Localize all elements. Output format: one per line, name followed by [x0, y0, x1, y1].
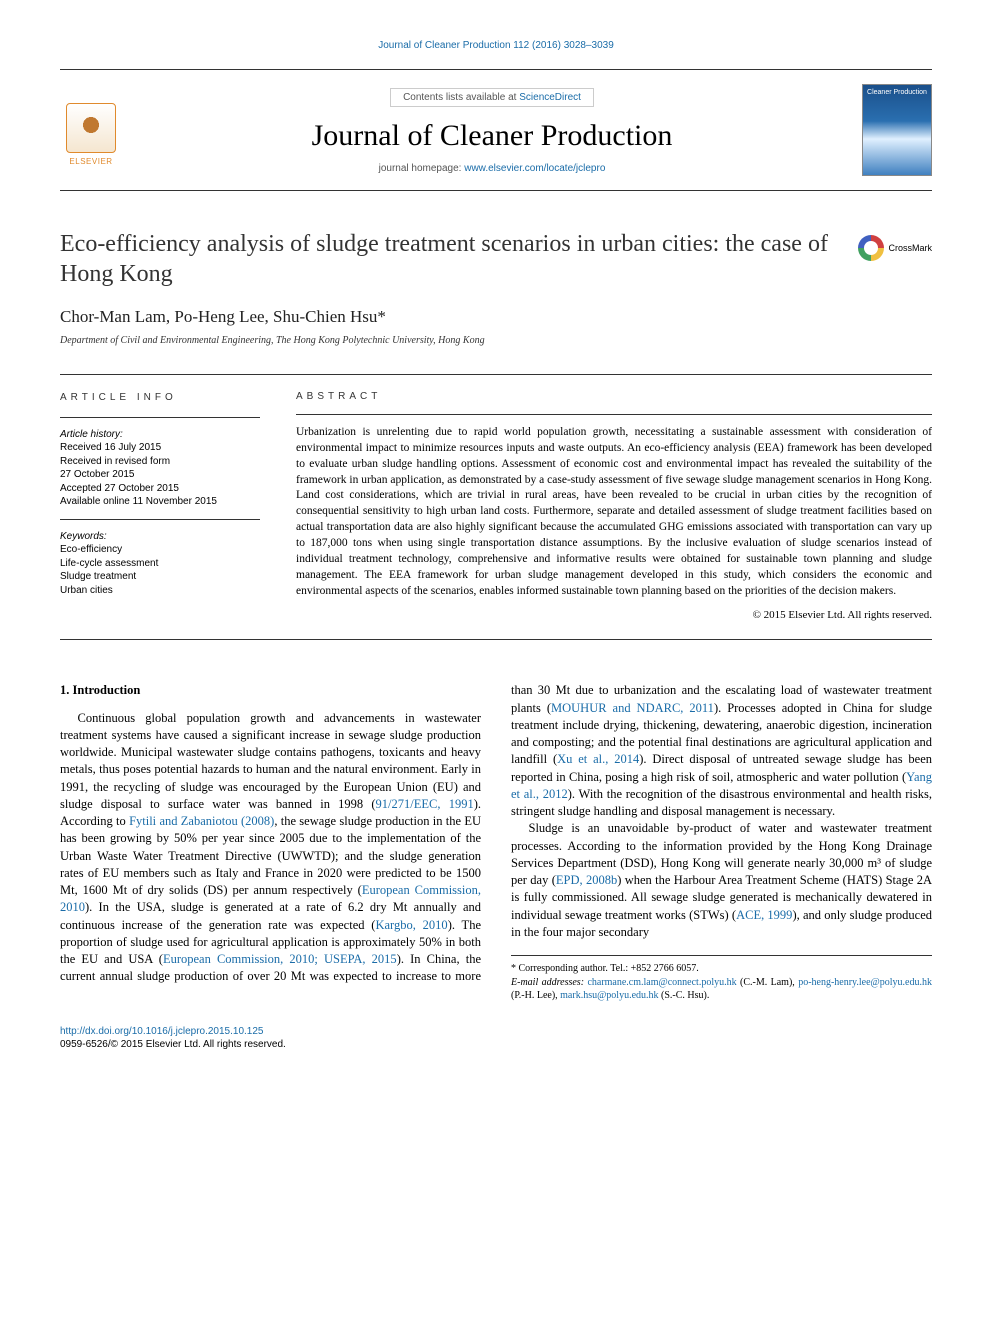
- info-abstract-row: ARTICLE INFO Article history: Received 1…: [60, 374, 932, 640]
- abstract-text: Urbanization is unrelenting due to rapid…: [296, 425, 932, 599]
- email-name: (C.-M. Lam),: [737, 977, 799, 988]
- homepage-prefix: journal homepage:: [379, 163, 465, 174]
- history-revised2: 27 October 2015: [60, 468, 260, 482]
- keyword: Sludge treatment: [60, 570, 260, 584]
- text: Continuous global population growth and …: [60, 711, 481, 811]
- email-link[interactable]: mark.hsu@polyu.edu.hk: [560, 990, 658, 1001]
- journal-cover-thumb[interactable]: Cleaner Production: [862, 84, 932, 176]
- email-addresses: E-mail addresses: charmane.cm.lam@connec…: [511, 976, 932, 1003]
- elsevier-logo[interactable]: ELSEVIER: [60, 94, 122, 166]
- keyword: Urban cities: [60, 584, 260, 598]
- email-link[interactable]: charmane.cm.lam@connect.polyu.hk: [587, 977, 736, 988]
- page-footer: http://dx.doi.org/10.1016/j.jclepro.2015…: [60, 1025, 932, 1052]
- history-accepted: Accepted 27 October 2015: [60, 482, 260, 496]
- article-info: ARTICLE INFO Article history: Received 1…: [60, 391, 260, 621]
- homepage-line: journal homepage: www.elsevier.com/locat…: [142, 163, 842, 174]
- cover-thumb-label: Cleaner Production: [863, 89, 931, 97]
- article-info-heading: ARTICLE INFO: [60, 391, 260, 405]
- history-revised1: Received in revised form: [60, 455, 260, 469]
- citation-link[interactable]: Xu et al., 2014: [557, 752, 639, 766]
- journal-citation: Journal of Cleaner Production 112 (2016)…: [60, 40, 932, 51]
- affiliation: Department of Civil and Environmental En…: [60, 335, 932, 346]
- text: ). With the recognition of the disastrou…: [511, 787, 932, 818]
- body-columns: 1. Introduction Continuous global popula…: [60, 682, 932, 1002]
- abstract: ABSTRACT Urbanization is unrelenting due…: [296, 391, 932, 621]
- authors: Chor-Man Lam, Po-Heng Lee, Shu-Chien Hsu…: [60, 307, 932, 327]
- citation-link[interactable]: Kargbo, 2010: [375, 918, 447, 932]
- email-name: (P.-H. Lee),: [511, 990, 560, 1001]
- keyword: Life-cycle assessment: [60, 557, 260, 571]
- email-name: (S.-C. Hsu).: [659, 990, 710, 1001]
- history-received: Received 16 July 2015: [60, 441, 260, 455]
- crossmark-badge[interactable]: CrossMark: [858, 235, 932, 261]
- rule: [60, 417, 260, 418]
- homepage-link[interactable]: www.elsevier.com/locate/jclepro: [464, 163, 605, 174]
- doi-link[interactable]: http://dx.doi.org/10.1016/j.jclepro.2015…: [60, 1026, 263, 1037]
- title-row: Eco-efficiency analysis of sludge treatm…: [60, 229, 932, 289]
- sciencedirect-link[interactable]: ScienceDirect: [519, 92, 581, 103]
- keywords-label: Keywords:: [60, 530, 260, 544]
- section-heading: 1. Introduction: [60, 682, 481, 699]
- keyword: Eco-efficiency: [60, 543, 260, 557]
- footer-copyright: 0959-6526/© 2015 Elsevier Ltd. All right…: [60, 1039, 286, 1050]
- masthead-center: Contents lists available at ScienceDirec…: [142, 87, 842, 174]
- abstract-heading: ABSTRACT: [296, 391, 932, 402]
- email-label: E-mail addresses:: [511, 977, 587, 988]
- history-label: Article history:: [60, 428, 260, 442]
- citation-link[interactable]: Fytili and Zabaniotou (2008): [129, 814, 274, 828]
- email-link[interactable]: po-heng-henry.lee@polyu.edu.hk: [798, 977, 932, 988]
- citation-link[interactable]: European Commission, 2010; USEPA, 2015: [163, 952, 397, 966]
- journal-name: Journal of Cleaner Production: [142, 119, 842, 153]
- masthead: ELSEVIER Contents lists available at Sci…: [60, 69, 932, 191]
- contents-available: Contents lists available at ScienceDirec…: [390, 88, 594, 107]
- citation-link[interactable]: MOUHUR and NDARC, 2011: [551, 701, 714, 715]
- rule: [296, 414, 932, 415]
- citation-link[interactable]: EPD, 2008b: [556, 873, 617, 887]
- rule: [60, 519, 260, 520]
- footnotes: * Corresponding author. Tel.: +852 2766 …: [511, 955, 932, 1003]
- contents-prefix: Contents lists available at: [403, 92, 519, 103]
- elsevier-text: ELSEVIER: [69, 157, 112, 166]
- citation-link[interactable]: 91/271/EEC, 1991: [376, 797, 474, 811]
- intro-p3: Sludge is an unavoidable by-product of w…: [511, 820, 932, 941]
- elsevier-tree-icon: [66, 103, 116, 153]
- history-online: Available online 11 November 2015: [60, 495, 260, 509]
- abstract-copyright: © 2015 Elsevier Ltd. All rights reserved…: [296, 609, 932, 621]
- corresponding-author: * Corresponding author. Tel.: +852 2766 …: [511, 962, 932, 976]
- crossmark-icon: [858, 235, 884, 261]
- article-title: Eco-efficiency analysis of sludge treatm…: [60, 229, 842, 289]
- crossmark-label: CrossMark: [888, 243, 932, 253]
- citation-link[interactable]: ACE, 1999: [736, 908, 792, 922]
